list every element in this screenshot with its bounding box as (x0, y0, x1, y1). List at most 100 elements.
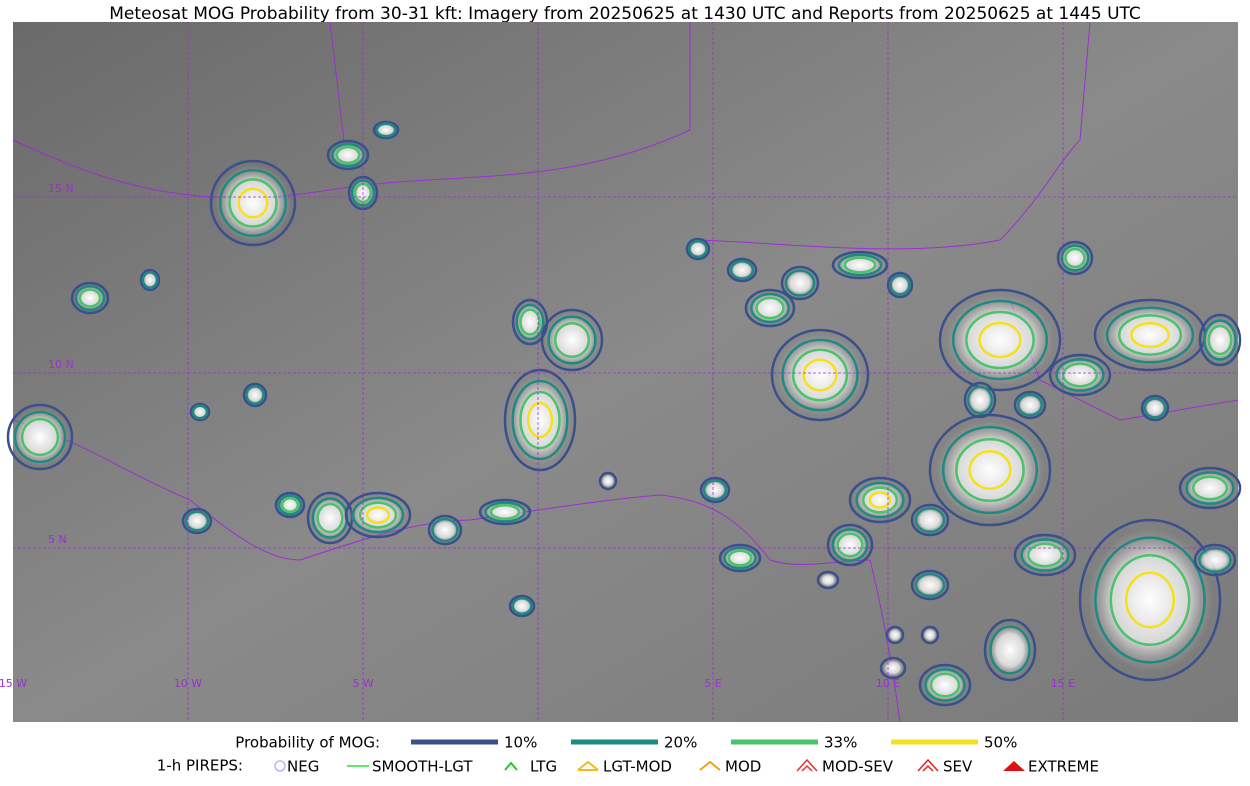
contour (489, 504, 521, 520)
contour (1207, 324, 1233, 356)
contour (503, 368, 577, 472)
lon-label: 5 E (704, 677, 721, 690)
contour (139, 268, 161, 292)
contour (781, 338, 859, 412)
cloud (1087, 528, 1213, 672)
lon-label: 15 E (1051, 677, 1075, 690)
lon-label: 10 E (876, 677, 900, 690)
contour (967, 385, 993, 415)
contour (209, 159, 297, 247)
cloud (508, 375, 572, 465)
contour (729, 260, 755, 280)
contour (744, 288, 796, 328)
contour (929, 672, 961, 698)
contour (375, 122, 397, 138)
contour (6, 403, 74, 471)
contour (78, 288, 102, 308)
contour (918, 663, 972, 707)
contour (358, 501, 398, 529)
contour (519, 308, 541, 336)
contour (885, 625, 905, 645)
cloud (375, 122, 397, 138)
contour (141, 270, 159, 290)
cloud (913, 572, 947, 598)
contour (989, 625, 1031, 675)
cloud (946, 295, 1054, 385)
contour (861, 486, 899, 514)
contour (280, 497, 300, 513)
contour (515, 303, 545, 341)
contour (727, 549, 753, 567)
legend-label: SEV (943, 758, 973, 776)
contour (1124, 571, 1176, 629)
contour (372, 120, 400, 140)
legend-heading: Probability of MOG: (235, 734, 380, 752)
cloud (913, 506, 947, 534)
contour (879, 656, 907, 680)
cloud (1100, 303, 1200, 367)
contour (1026, 542, 1064, 568)
contour (910, 569, 950, 601)
contour (181, 507, 213, 535)
cloud (1016, 393, 1044, 417)
contour (1198, 313, 1242, 367)
legend-label: EXTREME (1028, 758, 1099, 776)
contour (344, 491, 412, 539)
lat-label: 10 N (48, 358, 74, 371)
contour (335, 145, 361, 165)
cloud (1018, 537, 1072, 573)
contour (699, 476, 731, 504)
contour (941, 425, 1039, 515)
contour (237, 187, 269, 219)
contour (965, 310, 1035, 370)
contour (191, 404, 209, 420)
legend-label: MOD-SEV (822, 758, 894, 776)
contour (245, 385, 265, 405)
contour (755, 296, 785, 320)
contour (511, 596, 533, 616)
cloud (245, 385, 265, 405)
cloud (310, 495, 350, 541)
legend-label: NEG (287, 758, 319, 776)
cloud (922, 667, 968, 703)
contour (274, 491, 306, 519)
legend: Probability of MOG: 10% 20% 33% 50% 1-h PIREP… (157, 734, 1099, 776)
contour (924, 668, 966, 702)
contour (968, 450, 1012, 490)
contour (519, 390, 561, 450)
contour (983, 618, 1037, 682)
cloud (688, 240, 708, 258)
cloud (141, 271, 159, 289)
cloud (729, 260, 755, 280)
cloud (1059, 243, 1091, 273)
cloud (1197, 546, 1233, 574)
contour (685, 237, 711, 261)
contour (855, 481, 905, 519)
contour (920, 625, 940, 645)
contour (189, 402, 211, 422)
contour (350, 179, 376, 207)
cloud (511, 597, 533, 615)
title: Meteosat MOG Probability from 30-31 kft:… (109, 4, 1141, 24)
contour (955, 437, 1025, 503)
contour (316, 502, 344, 534)
borders (12, 21, 1239, 421)
contour (780, 265, 820, 301)
legend-label: 33% (824, 734, 857, 752)
contour (963, 381, 997, 419)
contour (750, 292, 790, 324)
contour (791, 348, 849, 402)
contour (938, 288, 1062, 392)
contour (718, 543, 762, 573)
legend-symbol (1003, 761, 1025, 771)
legend-label: 50% (984, 734, 1017, 752)
cloud (987, 623, 1033, 677)
contour (13, 410, 67, 464)
contour (1109, 553, 1191, 647)
contour (511, 379, 569, 461)
cloud (830, 527, 870, 563)
contour (326, 139, 370, 171)
contour (831, 528, 869, 562)
legend-heading: 1-h PIREPS: (157, 757, 243, 775)
